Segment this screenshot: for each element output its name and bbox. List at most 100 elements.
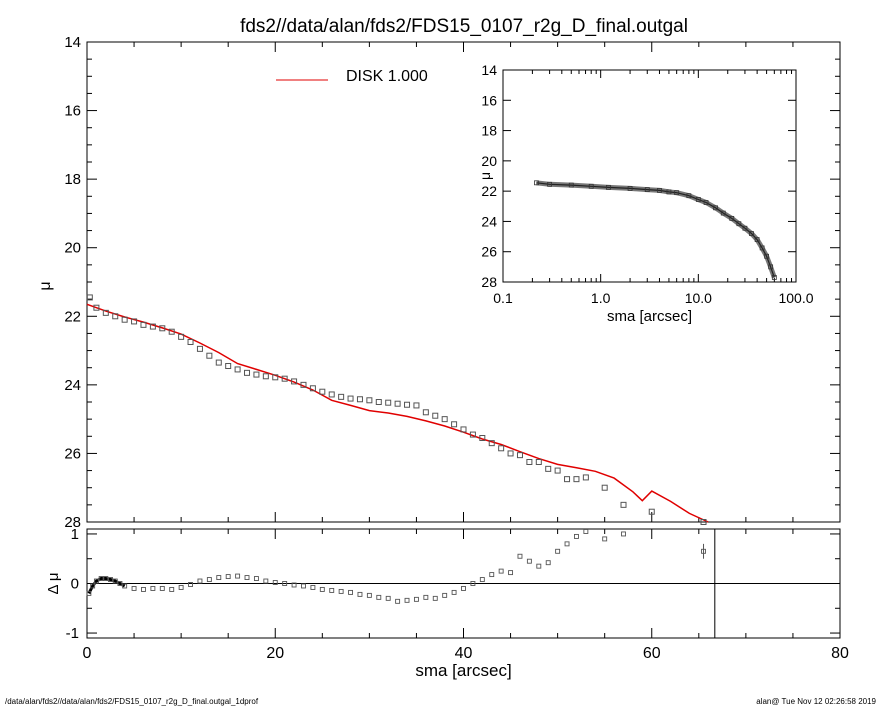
inset-data-point [749, 231, 754, 236]
data-point [451, 421, 458, 428]
residual-point [545, 560, 551, 566]
x-tick-label: 20 [266, 645, 284, 662]
residual-point [395, 598, 401, 604]
data-point [347, 395, 354, 402]
data-point [545, 465, 552, 472]
residual-point [602, 536, 608, 542]
residual-point [159, 586, 165, 591]
residual-point [404, 597, 410, 603]
residual-point [108, 577, 113, 582]
residual-point [169, 586, 175, 592]
data-point [291, 378, 298, 385]
data-point [573, 476, 580, 483]
x-tick-label: 80 [831, 645, 849, 662]
inset-data-point [742, 225, 748, 231]
inset-y-tick-label: 28 [481, 274, 497, 290]
inset-y-tick-label: 22 [481, 183, 497, 199]
residual-point [141, 586, 146, 592]
data-point [620, 501, 627, 508]
residual-point [574, 533, 579, 539]
residual-point [98, 576, 104, 581]
residual-point [131, 586, 137, 591]
inset-data-point [759, 245, 765, 251]
data-point [441, 416, 448, 423]
inset-data-point [771, 275, 777, 280]
residual-point [112, 578, 118, 584]
inset-x-tick-label: 100.0 [778, 290, 813, 306]
inset-data-point [764, 253, 769, 259]
data-point [507, 450, 514, 457]
data-point [140, 321, 147, 328]
residual-point [319, 586, 325, 592]
residual-point [621, 531, 626, 537]
inset-data-point [627, 186, 633, 191]
data-point [366, 397, 373, 404]
residual-point [301, 583, 306, 589]
inset-data-point [547, 181, 552, 187]
residual-point [235, 573, 241, 579]
y-tick-label: 18 [64, 171, 81, 188]
data-point [215, 359, 222, 366]
residual-point [338, 588, 344, 594]
residual-point [117, 581, 123, 586]
data-point [272, 374, 279, 381]
data-point [93, 304, 100, 311]
model-line [86, 303, 709, 523]
residual-point [225, 574, 231, 580]
inset-data-point [588, 183, 594, 189]
data-point [102, 309, 109, 316]
residual-point [366, 592, 372, 598]
residual-point [263, 578, 269, 584]
residual-point [376, 594, 382, 600]
resid-y-tick-label: 0 [71, 576, 79, 593]
residual-point [470, 581, 476, 586]
residual-point [206, 577, 212, 582]
y-tick-label: 24 [64, 377, 81, 394]
inset-data-point [768, 264, 774, 270]
data-point [432, 412, 439, 419]
residual-point [489, 572, 495, 578]
residual-point [272, 580, 278, 585]
data-point [498, 445, 505, 452]
residual-point [178, 585, 184, 590]
inset-data-point [606, 184, 611, 190]
x-tick-label: 60 [643, 645, 661, 662]
residual-point [86, 590, 92, 596]
residual-point [442, 592, 448, 598]
inset-data-point [644, 187, 650, 193]
inset-y-tick-label: 14 [481, 62, 497, 78]
data-point [206, 352, 213, 359]
data-point [648, 508, 655, 515]
data-point [86, 294, 93, 301]
inset-frame [502, 69, 797, 283]
resid-y-tick-label: -1 [66, 625, 79, 642]
data-point [121, 316, 128, 323]
data-point [535, 459, 542, 465]
data-point [253, 371, 260, 378]
data-point [149, 323, 156, 330]
inset-data-point [534, 180, 539, 186]
legend-label: DISK 1.000 [346, 68, 428, 85]
residual-point [461, 586, 466, 591]
inset-data-point [686, 193, 692, 199]
inset-data-point [754, 237, 760, 243]
y-tick-label: 28 [64, 514, 81, 531]
data-point [375, 399, 382, 405]
data-point [554, 467, 561, 474]
data-point [601, 484, 608, 491]
residual-point [216, 575, 222, 581]
residual-point [188, 582, 193, 587]
y-tick-label: 26 [64, 445, 81, 462]
residual-point [150, 586, 156, 591]
residual-point [498, 568, 504, 574]
data-point [338, 393, 345, 400]
data-point [178, 333, 185, 340]
data-point [526, 459, 533, 465]
residual-point [413, 596, 419, 602]
residual-point [451, 589, 457, 595]
footer-left: /data/alan/fds2//data/alan/fds2/FDS15_01… [5, 697, 259, 706]
residual-point [385, 595, 391, 601]
inset-data-point [703, 200, 709, 205]
